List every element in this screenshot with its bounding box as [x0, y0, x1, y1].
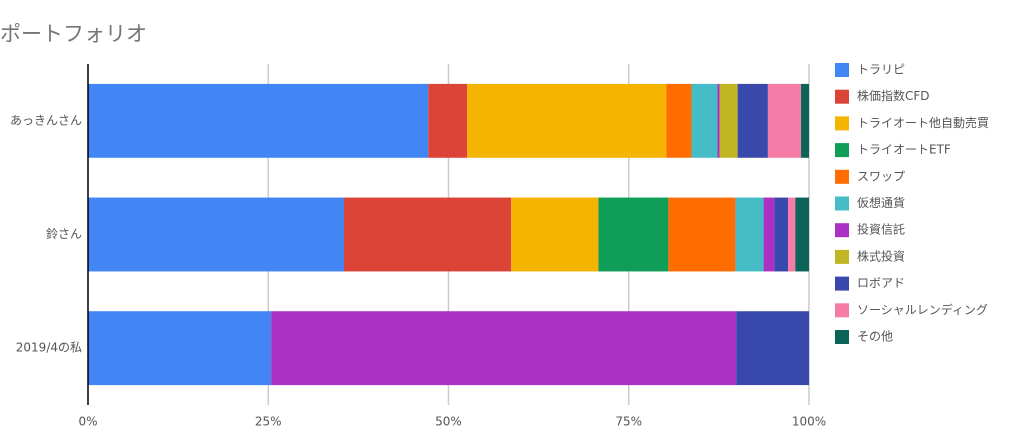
legend-swatch	[835, 276, 849, 291]
bar-segment	[428, 83, 468, 158]
bar-segment	[668, 197, 736, 272]
legend-swatch	[835, 249, 849, 264]
bar-segment	[343, 197, 512, 272]
bar-segment	[735, 197, 764, 272]
x-tick-label: 0%	[78, 415, 97, 429]
bar-segment	[767, 83, 802, 158]
legend-label: ロボアド	[857, 276, 905, 290]
legend-label: トライオートETF	[857, 143, 951, 157]
x-tick-label: 100%	[792, 415, 826, 429]
bar-segment	[467, 83, 667, 158]
legend-swatch	[835, 303, 849, 318]
x-tick-label: 50%	[435, 415, 462, 429]
bar-segment	[788, 197, 796, 272]
legend-swatch	[835, 330, 849, 344]
legend-label: トラリピ	[857, 63, 905, 77]
bar-segment	[271, 311, 737, 386]
legend-swatch	[835, 223, 849, 238]
legend-swatch	[835, 116, 849, 131]
x-tick-label: 25%	[255, 415, 282, 429]
legend-label: スワップ	[857, 169, 905, 183]
bar-segment	[88, 197, 344, 272]
legend-label: 投資信託	[857, 222, 905, 237]
bar-segment	[511, 197, 599, 272]
legend-label: ソーシャルレンディング	[857, 302, 988, 317]
legend-swatch	[835, 63, 849, 77]
bar-segment	[666, 83, 692, 158]
legend-label: トライオート他自動売買	[857, 115, 989, 130]
bar-segment	[763, 197, 775, 272]
y-tick-label: 2019/4の私	[16, 341, 82, 355]
bar-segment	[795, 197, 809, 272]
legend-swatch	[835, 89, 849, 104]
bar-segment	[717, 83, 720, 158]
bar-segment	[598, 197, 669, 272]
bar-segment	[88, 83, 429, 158]
bar-segment	[774, 197, 789, 272]
legend-swatch	[835, 169, 849, 184]
chart-title: ポートフォリオ	[0, 22, 147, 46]
legend-label: 株式投資	[857, 248, 905, 263]
bar-segment	[691, 83, 718, 158]
legend-label: その他	[857, 330, 893, 344]
legend-label: 株価指数CFD	[857, 88, 930, 103]
legend-label: 仮想通貨	[857, 195, 905, 210]
bar-segment	[88, 311, 272, 386]
legend-swatch	[835, 143, 849, 158]
y-tick-label: 鈴さん	[46, 226, 82, 241]
bar-segment	[736, 311, 809, 386]
legend-swatch	[835, 196, 849, 211]
x-tick-label: 75%	[615, 415, 642, 429]
bar-segment	[801, 83, 809, 158]
bar-segment	[737, 83, 768, 158]
y-tick-label: あっきんさん	[10, 113, 82, 127]
bar-segment	[719, 83, 738, 158]
